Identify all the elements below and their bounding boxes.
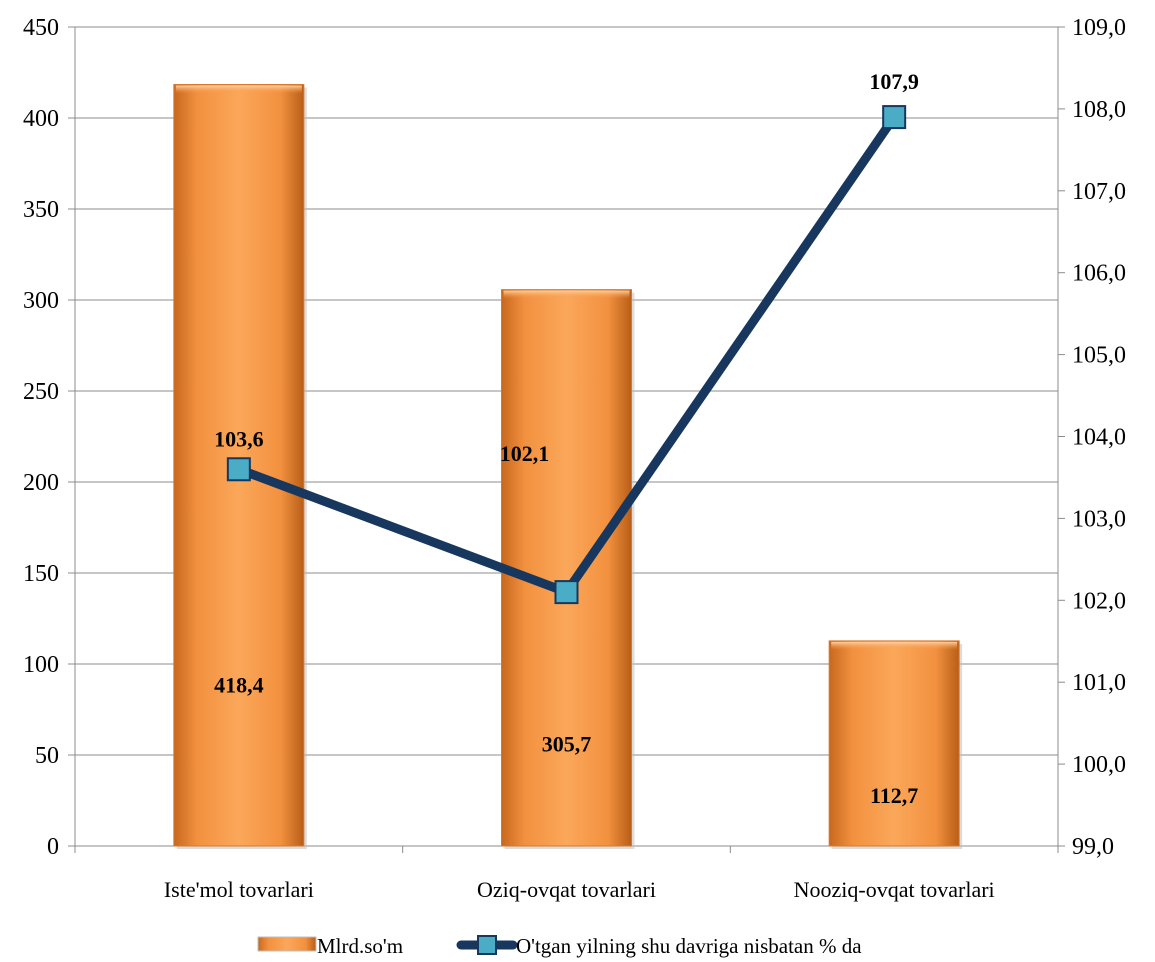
legend-line-marker [477,935,497,955]
data-labels: 418,4 305,7 112,7 103,6 102,1 107,9 [214,69,919,808]
bar-value-label: 112,7 [870,783,918,808]
legend-bar-swatch [257,936,317,952]
left-axis-tick-label: 300 [23,288,59,314]
bar-highlight [175,85,302,94]
right-axis-tick-label: 100,0 [1072,752,1126,778]
right-axis-tick-label: 99,0 [1072,834,1114,860]
category-label: Iste'mol tovarlari [164,877,314,902]
legend-line-label: O'tgan yilning shu davriga nisbatan % da [516,934,862,958]
line-marker [226,457,251,482]
left-axis-tick-label: 450 [23,15,59,41]
left-axis-tick-label: 0 [47,834,59,860]
legend-bar-label: Mlrd.so'm [317,934,403,958]
left-axis-tick-label: 100 [23,652,59,678]
legend: Mlrd.so'm O'tgan yilning shu davriga nisb… [257,934,862,958]
right-axis-tick-label: 107,0 [1072,179,1126,205]
line-value-label: 102,1 [500,441,550,466]
bar-highlight [831,641,958,650]
line-marker [554,580,579,605]
right-axis-tick-label: 108,0 [1072,97,1126,123]
bar-highlight [503,290,630,299]
line-marker [882,105,907,130]
right-axis-tick-label: 109,0 [1072,15,1126,41]
left-axis-tick-label: 350 [23,197,59,223]
left-axis-tick-label: 50 [35,743,59,769]
left-axis-tick-label: 250 [23,379,59,405]
category-label: Nooziq-ovqat tovarlari [794,877,995,902]
right-axis-tick-label: 103,0 [1072,506,1126,532]
right-axis-tick-label: 106,0 [1072,261,1126,287]
bar-value-label: 305,7 [542,731,592,756]
right-axis-tick-label: 101,0 [1072,670,1126,696]
bar-series [173,84,963,850]
right-axis-tick-label: 102,0 [1072,588,1126,614]
axes: 0 50 100 150 200 250 300 350 400 450 99,0 100,0 101,… [23,15,1126,902]
right-axis-tick-label: 105,0 [1072,343,1126,369]
line-value-label: 107,9 [869,69,919,94]
bar [828,640,960,847]
category-label: Oziq-ovqat tovarlari [477,877,656,902]
right-axis-tick-label: 104,0 [1072,425,1126,451]
line-value-label: 103,6 [214,426,264,451]
bar-value-label: 418,4 [214,673,264,698]
left-axis-tick-label: 150 [23,561,59,587]
line-series [226,105,907,605]
bar [501,289,632,847]
left-axis-tick-label: 400 [23,106,59,132]
left-axis-tick-label: 200 [23,470,59,496]
